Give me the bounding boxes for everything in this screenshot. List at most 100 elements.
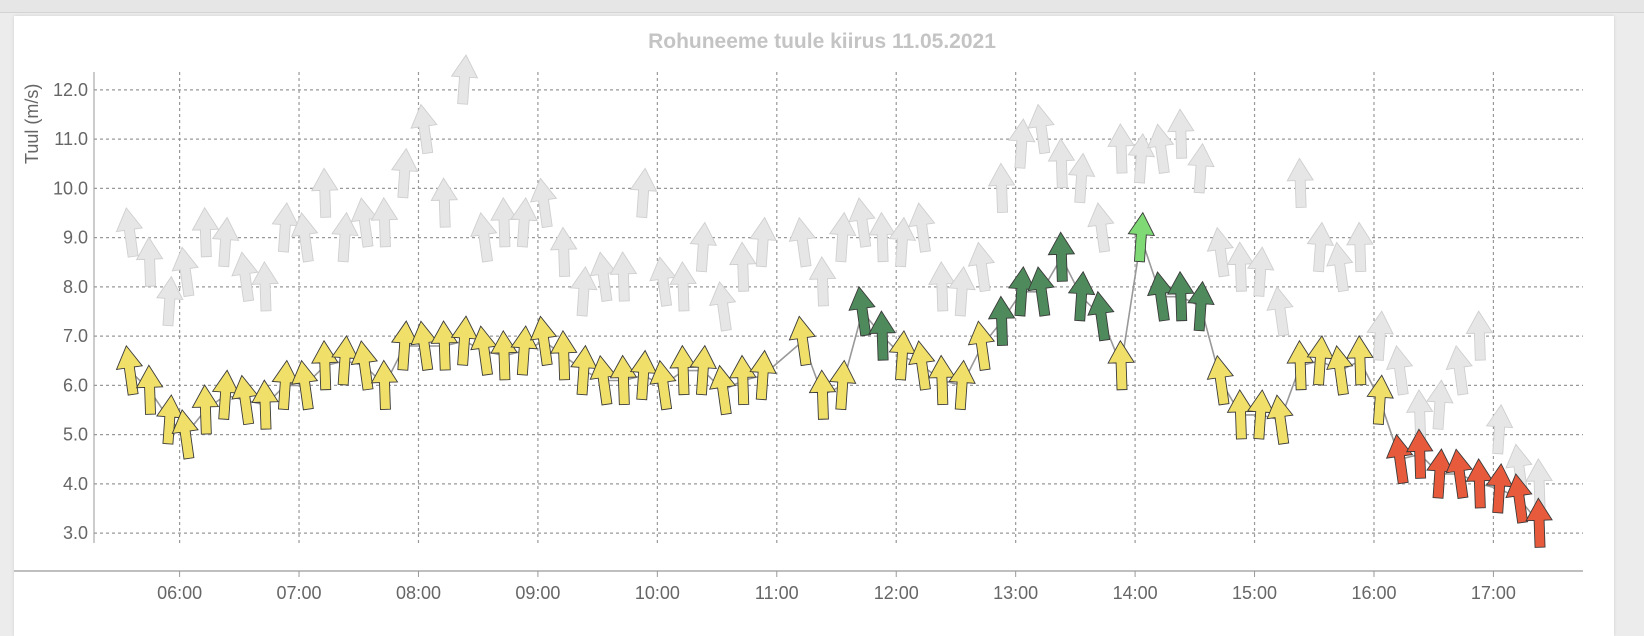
axes: 3.0 4.0 5.0 6.0 7.0 8.0 9.0 10.0 11.0 12.0 06:00 07… — [14, 72, 1583, 603]
speed-arrow — [729, 354, 757, 406]
grid — [94, 72, 1583, 543]
speed-arrow — [908, 340, 936, 391]
speed-arrow — [290, 359, 319, 411]
speed-arrow — [370, 359, 399, 411]
gust-arrow — [251, 261, 279, 312]
speed-arrow — [1385, 433, 1414, 485]
x-tick-label: 12:00 — [874, 583, 919, 603]
gust-arrow — [888, 216, 917, 268]
gust-arrow — [1027, 103, 1055, 155]
x-tick-label: 16:00 — [1351, 583, 1396, 603]
gust-arrow — [1187, 142, 1215, 194]
gust-arrow — [987, 162, 1016, 214]
speed-arrow — [171, 408, 199, 460]
gust-arrow — [1246, 246, 1275, 297]
gust-arrow — [290, 211, 319, 263]
gust-arrow — [708, 280, 737, 332]
speed-markers — [115, 211, 1553, 548]
speed-arrow — [828, 359, 857, 411]
gust-arrow — [788, 216, 816, 268]
x-tick-label: 17:00 — [1471, 583, 1516, 603]
speed-arrow — [708, 364, 737, 416]
gust-arrow — [729, 241, 757, 292]
gust-arrow — [1306, 221, 1335, 273]
gust-arrow — [135, 236, 164, 287]
speed-arrow — [251, 379, 279, 430]
gust-arrow — [490, 196, 518, 248]
gust-arrow — [370, 196, 399, 248]
speed-arrow — [1366, 374, 1394, 425]
gust-arrow — [848, 197, 876, 248]
y-tick-label: 7.0 — [63, 326, 88, 346]
gust-arrow — [1146, 123, 1175, 174]
gust-arrow — [1167, 108, 1195, 159]
speed-arrow — [311, 339, 339, 391]
y-tick-label: 5.0 — [63, 425, 88, 445]
speed-arrow — [868, 310, 896, 361]
gust-arrow — [570, 265, 598, 317]
gust-arrow — [749, 216, 777, 268]
speed-arrow — [430, 320, 459, 371]
gust-arrow — [1127, 132, 1156, 184]
x-tick-label: 11:00 — [755, 583, 799, 603]
speed-arrow — [1067, 270, 1096, 322]
y-tick-label: 6.0 — [63, 375, 88, 395]
gust-arrow — [231, 251, 259, 302]
gust-arrow — [350, 197, 378, 248]
gust-arrow — [1266, 285, 1294, 337]
gust-arrow — [808, 256, 837, 307]
gust-arrow — [510, 196, 538, 248]
gust-arrow — [311, 167, 339, 218]
gust-arrow — [450, 54, 479, 105]
y-axis-label: Tuul (m/s) — [22, 84, 42, 164]
speed-arrow — [1505, 473, 1533, 524]
gust-arrow — [1286, 157, 1314, 209]
speed-arrow — [1346, 334, 1374, 386]
speed-arrow — [115, 344, 144, 396]
speed-arrow — [549, 329, 578, 381]
gust-arrow — [549, 226, 578, 278]
x-tick-label: 06:00 — [157, 583, 202, 603]
gust-arrow — [589, 251, 617, 302]
speed-arrow — [987, 295, 1016, 347]
x-tick-label: 15:00 — [1232, 583, 1277, 603]
speed-arrow — [649, 359, 677, 411]
gust-arrow — [908, 202, 936, 253]
gust-arrow — [430, 177, 459, 228]
speed-arrow — [1127, 211, 1156, 263]
gust-arrow — [689, 221, 718, 273]
speed-arrow — [135, 364, 164, 415]
gust-arrow — [1346, 221, 1374, 273]
chart-title: Rohuneeme tuule kiirus 11.05.2021 — [648, 30, 996, 53]
gust-arrow — [211, 216, 240, 268]
gust-arrow — [967, 241, 996, 293]
speed-arrow — [191, 384, 220, 435]
x-tick-label: 10:00 — [635, 583, 680, 603]
speed-arrow — [1286, 339, 1314, 391]
x-tick-label: 14:00 — [1113, 583, 1158, 603]
y-tick-label: 11.0 — [54, 129, 88, 149]
x-tick-label: 07:00 — [277, 583, 322, 603]
speed-arrow — [749, 349, 777, 401]
x-tick-label: 08:00 — [396, 583, 441, 603]
speed-arrow — [1206, 354, 1234, 406]
gust-arrow — [1008, 118, 1036, 169]
y-tick-label: 4.0 — [63, 474, 88, 494]
gust-arrow — [669, 261, 697, 312]
gust-arrow — [390, 147, 419, 199]
gust-arrow — [948, 265, 976, 317]
speed-arrow — [1266, 394, 1294, 445]
gust-arrow — [1385, 344, 1414, 396]
y-tick-label: 8.0 — [63, 277, 88, 297]
speed-arrow — [808, 369, 837, 420]
speed-arrow — [510, 325, 538, 376]
gust-arrow — [1107, 123, 1135, 174]
speed-arrow — [1525, 497, 1553, 548]
gust-arrow — [156, 275, 184, 327]
speed-arrow — [1027, 266, 1055, 317]
speed-arrow — [1087, 290, 1115, 342]
speed-arrow — [529, 315, 558, 367]
speed-arrow — [1167, 270, 1195, 322]
top-strip — [0, 0, 1644, 13]
